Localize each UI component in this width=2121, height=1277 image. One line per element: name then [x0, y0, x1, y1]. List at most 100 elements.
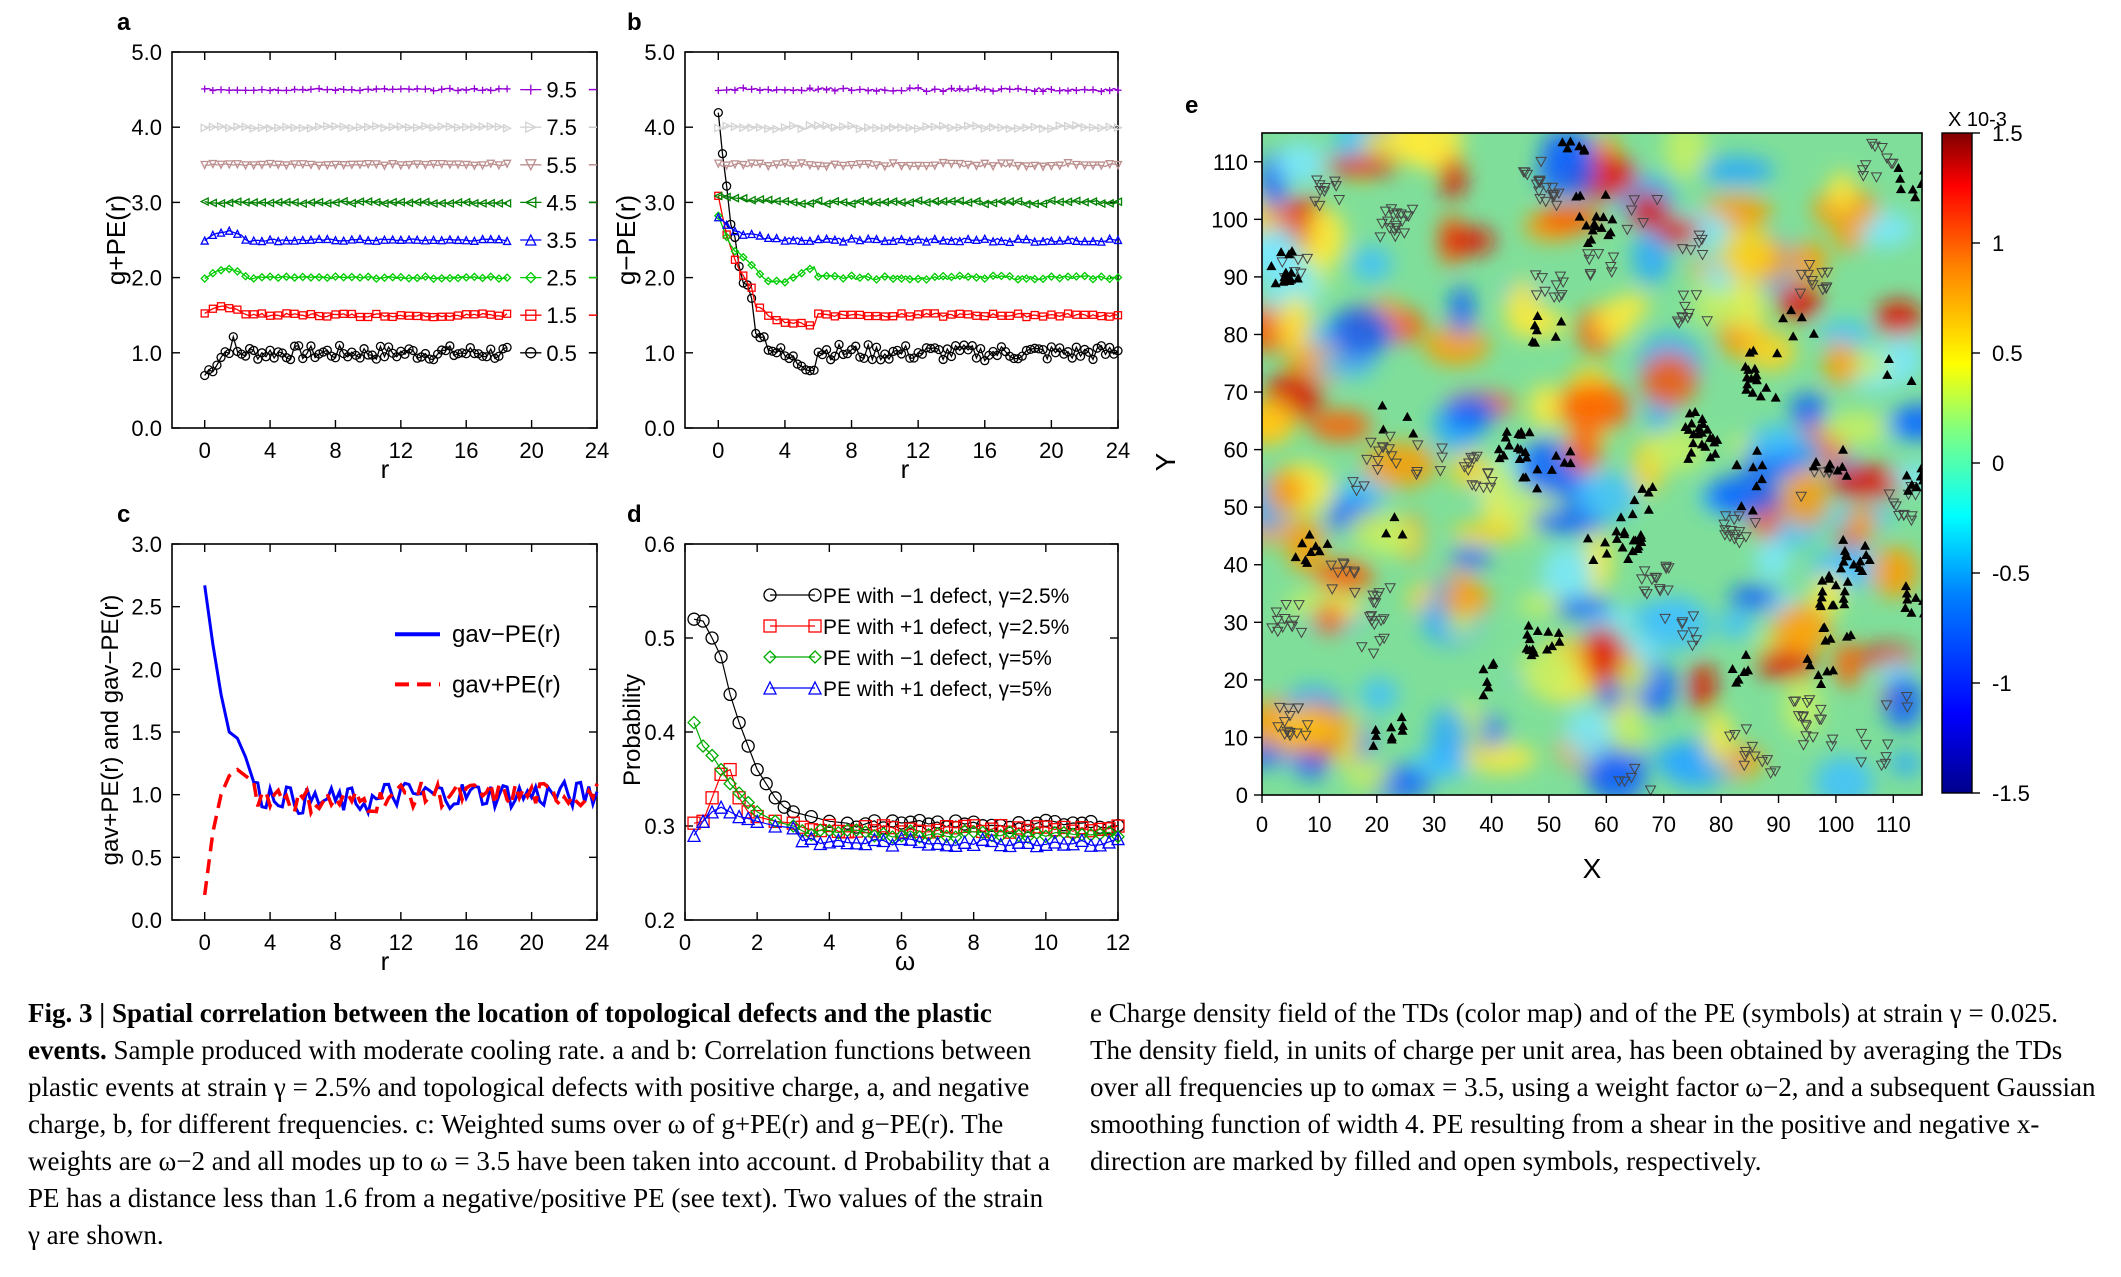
data-point [346, 198, 356, 208]
pe-open-symbol [1377, 614, 1390, 625]
pe-open-symbol [1521, 169, 1534, 181]
pe-open-symbol [1748, 751, 1761, 763]
data-point [364, 312, 373, 322]
data-point [1113, 311, 1123, 320]
legend-label: 5.5 [546, 153, 577, 178]
data-point [306, 273, 316, 282]
data-point [867, 828, 882, 843]
data-point [888, 159, 898, 169]
legend-label: 4.5 [546, 190, 577, 215]
data-point [722, 121, 732, 131]
pe-filled-symbol [1371, 730, 1382, 740]
data-point [478, 121, 488, 132]
pe-open-symbol [1625, 205, 1638, 217]
data-point [988, 122, 999, 132]
data-point [747, 283, 756, 292]
density-blob [1528, 383, 1564, 430]
pe-filled-symbol [1796, 312, 1807, 322]
data-point [1038, 124, 1049, 134]
data-point [997, 85, 1005, 93]
data-point [873, 87, 881, 95]
data-point [265, 311, 275, 320]
data-point [781, 86, 789, 94]
data-point [722, 219, 732, 229]
caption-left-body: Sample produced with moderate cooling ra… [28, 1035, 1050, 1250]
data-point [208, 268, 218, 278]
data-point [714, 87, 722, 95]
data-point [380, 273, 389, 283]
pe-open-symbol [1729, 529, 1742, 541]
pe-open-symbol [1719, 511, 1732, 522]
data-point [1063, 309, 1073, 318]
pe-filled-symbol [1755, 391, 1766, 401]
data-point [804, 827, 819, 842]
data-point [454, 87, 462, 95]
density-blob [1449, 285, 1475, 336]
pe-open-symbol [1662, 585, 1674, 597]
data-point [216, 265, 226, 275]
pe-filled-symbol [1643, 487, 1654, 497]
pe-open-symbol [1290, 728, 1303, 740]
data-point [955, 309, 964, 318]
data-point [1055, 312, 1064, 321]
pe-filled-symbol [1813, 670, 1824, 680]
x-tick-label: 2 [751, 930, 763, 955]
data-point [788, 235, 798, 245]
density-blob [1745, 331, 1797, 372]
pe-open-symbol [1816, 268, 1828, 279]
pe-filled-symbol [1743, 665, 1754, 675]
pe-filled-symbol [1523, 620, 1534, 630]
data-point [705, 791, 719, 805]
pe-open-symbol [1387, 210, 1400, 221]
pe-open-symbol [1280, 600, 1293, 611]
pe-open-symbol [1348, 587, 1361, 599]
y-tick-label: 2.0 [131, 657, 162, 682]
data-point [939, 819, 954, 834]
pe-open-symbol [1676, 630, 1689, 641]
pe-filled-symbol [1752, 445, 1763, 455]
pe-filled-symbol [1598, 212, 1609, 222]
data-point [1013, 123, 1024, 134]
density-blob [1823, 341, 1857, 386]
data-point [396, 161, 406, 171]
data-point [1097, 311, 1106, 321]
data-point [967, 341, 977, 351]
pe-filled-symbol [1705, 452, 1716, 462]
pe-open-symbol [1411, 466, 1424, 478]
data-point [331, 272, 340, 281]
pe-open-symbol [1803, 259, 1816, 271]
pe-open-symbol [1465, 452, 1477, 464]
data-point [954, 196, 964, 206]
pe-filled-symbol [1832, 465, 1843, 475]
x-tick-label: 30 [1422, 812, 1446, 837]
data-point [412, 197, 422, 207]
x-tick-label: 24 [585, 930, 609, 955]
density-blob [1818, 320, 1873, 345]
data-point [903, 831, 918, 846]
pe-filled-symbol [1368, 740, 1379, 750]
data-point [763, 619, 777, 633]
data-point [957, 819, 972, 834]
pe-open-symbol [1881, 739, 1894, 751]
data-point [274, 86, 282, 94]
pe-filled-symbol [1748, 345, 1759, 355]
data-point [1009, 353, 1019, 364]
pe-open-symbol [1797, 740, 1810, 751]
pe-open-symbol [1883, 489, 1896, 501]
data-point [855, 273, 865, 283]
data-point [208, 229, 218, 240]
data-point [905, 236, 915, 246]
series-line [717, 216, 1119, 243]
data-point [756, 86, 764, 94]
data-point [871, 234, 882, 244]
x-tick-label: 80 [1709, 812, 1733, 837]
data-point [938, 312, 948, 321]
data-point [739, 123, 749, 133]
pe-open-symbol [1284, 710, 1296, 722]
data-point [209, 86, 217, 94]
data-point [730, 193, 740, 203]
data-point [813, 272, 823, 282]
density-blob [1641, 353, 1698, 408]
pe-filled-symbol [1916, 179, 1922, 189]
data-point [208, 367, 218, 377]
